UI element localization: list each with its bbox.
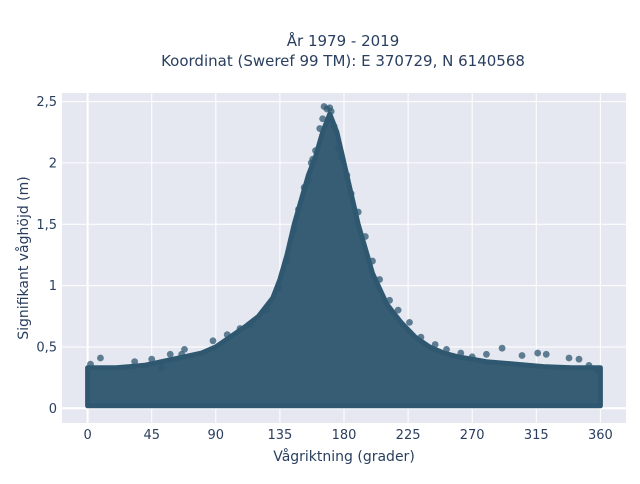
x-tick-label: 315 — [524, 428, 549, 443]
data-point — [386, 296, 393, 304]
y-tick-label: 1 — [49, 279, 57, 294]
data-point — [431, 341, 439, 348]
data-point — [594, 366, 601, 374]
x-axis-title: Vågriktning (grader) — [273, 448, 415, 465]
x-tick-label: 225 — [396, 428, 421, 443]
data-point — [585, 361, 593, 369]
data-point — [417, 333, 425, 341]
y-tick-label: 1,5 — [36, 218, 57, 233]
x-tick-label: 360 — [588, 428, 613, 443]
data-point — [376, 276, 384, 283]
data-point — [178, 350, 186, 358]
data-point — [87, 360, 94, 368]
data-point — [330, 122, 338, 130]
y-axis-ticks: 0 0,5 1 1,5 2 2,5 — [36, 95, 57, 417]
data-point — [337, 153, 345, 161]
chart-subtitle: Koordinat (Sweref 99 TM): E 370729, N 61… — [161, 52, 525, 70]
data-point — [295, 206, 302, 213]
x-tick-label: 270 — [460, 428, 485, 443]
data-point — [309, 155, 317, 163]
data-point — [542, 350, 550, 358]
data-point — [300, 184, 308, 191]
data-point — [457, 349, 465, 357]
data-point — [498, 344, 506, 352]
data-point — [443, 345, 450, 353]
x-tick-label: 180 — [332, 428, 357, 443]
data-point — [319, 115, 327, 123]
data-point — [347, 190, 355, 197]
y-axis-title: Signifikant våghöjd (m) — [15, 176, 32, 339]
data-point — [209, 337, 217, 345]
x-tick-label: 135 — [267, 428, 292, 443]
data-point — [223, 331, 231, 339]
data-point — [290, 226, 298, 234]
x-tick-label: 0 — [83, 428, 91, 443]
data-point — [246, 321, 254, 329]
data-point — [236, 325, 244, 332]
data-point — [131, 358, 139, 366]
y-tick-label: 0,5 — [36, 340, 57, 355]
x-axis-ticks: 0 45 90 135 180 225 270 315 360 — [83, 428, 612, 443]
data-point — [483, 350, 490, 358]
data-point — [361, 233, 369, 240]
data-point — [565, 354, 573, 362]
data-point — [312, 147, 319, 155]
data-point — [343, 171, 351, 179]
data-point — [283, 257, 291, 265]
data-point — [316, 125, 324, 132]
data-points — [87, 103, 601, 374]
data-point — [158, 364, 166, 372]
data-point — [166, 350, 174, 358]
density-envelope — [85, 111, 603, 409]
data-point — [575, 355, 583, 363]
data-point — [327, 108, 335, 115]
y-tick-label: 2 — [49, 156, 57, 171]
data-density-cloud — [85, 111, 603, 409]
y-tick-label: 0 — [49, 402, 57, 417]
y-tick-label: 2,5 — [36, 95, 57, 110]
data-point — [369, 257, 376, 265]
data-point — [468, 353, 476, 361]
x-tick-label: 90 — [208, 428, 225, 443]
data-point — [97, 354, 104, 362]
data-point — [148, 355, 156, 363]
data-point — [304, 176, 312, 184]
data-point — [275, 284, 282, 292]
data-point — [534, 349, 542, 357]
x-tick-label: 45 — [143, 428, 160, 443]
chart-title: År 1979 - 2019 — [287, 31, 400, 50]
data-point — [181, 345, 188, 353]
data-point — [354, 208, 362, 216]
data-point — [394, 306, 402, 314]
data-point — [406, 319, 413, 326]
data-point — [334, 144, 342, 152]
data-point — [263, 306, 271, 314]
data-point — [518, 352, 526, 359]
